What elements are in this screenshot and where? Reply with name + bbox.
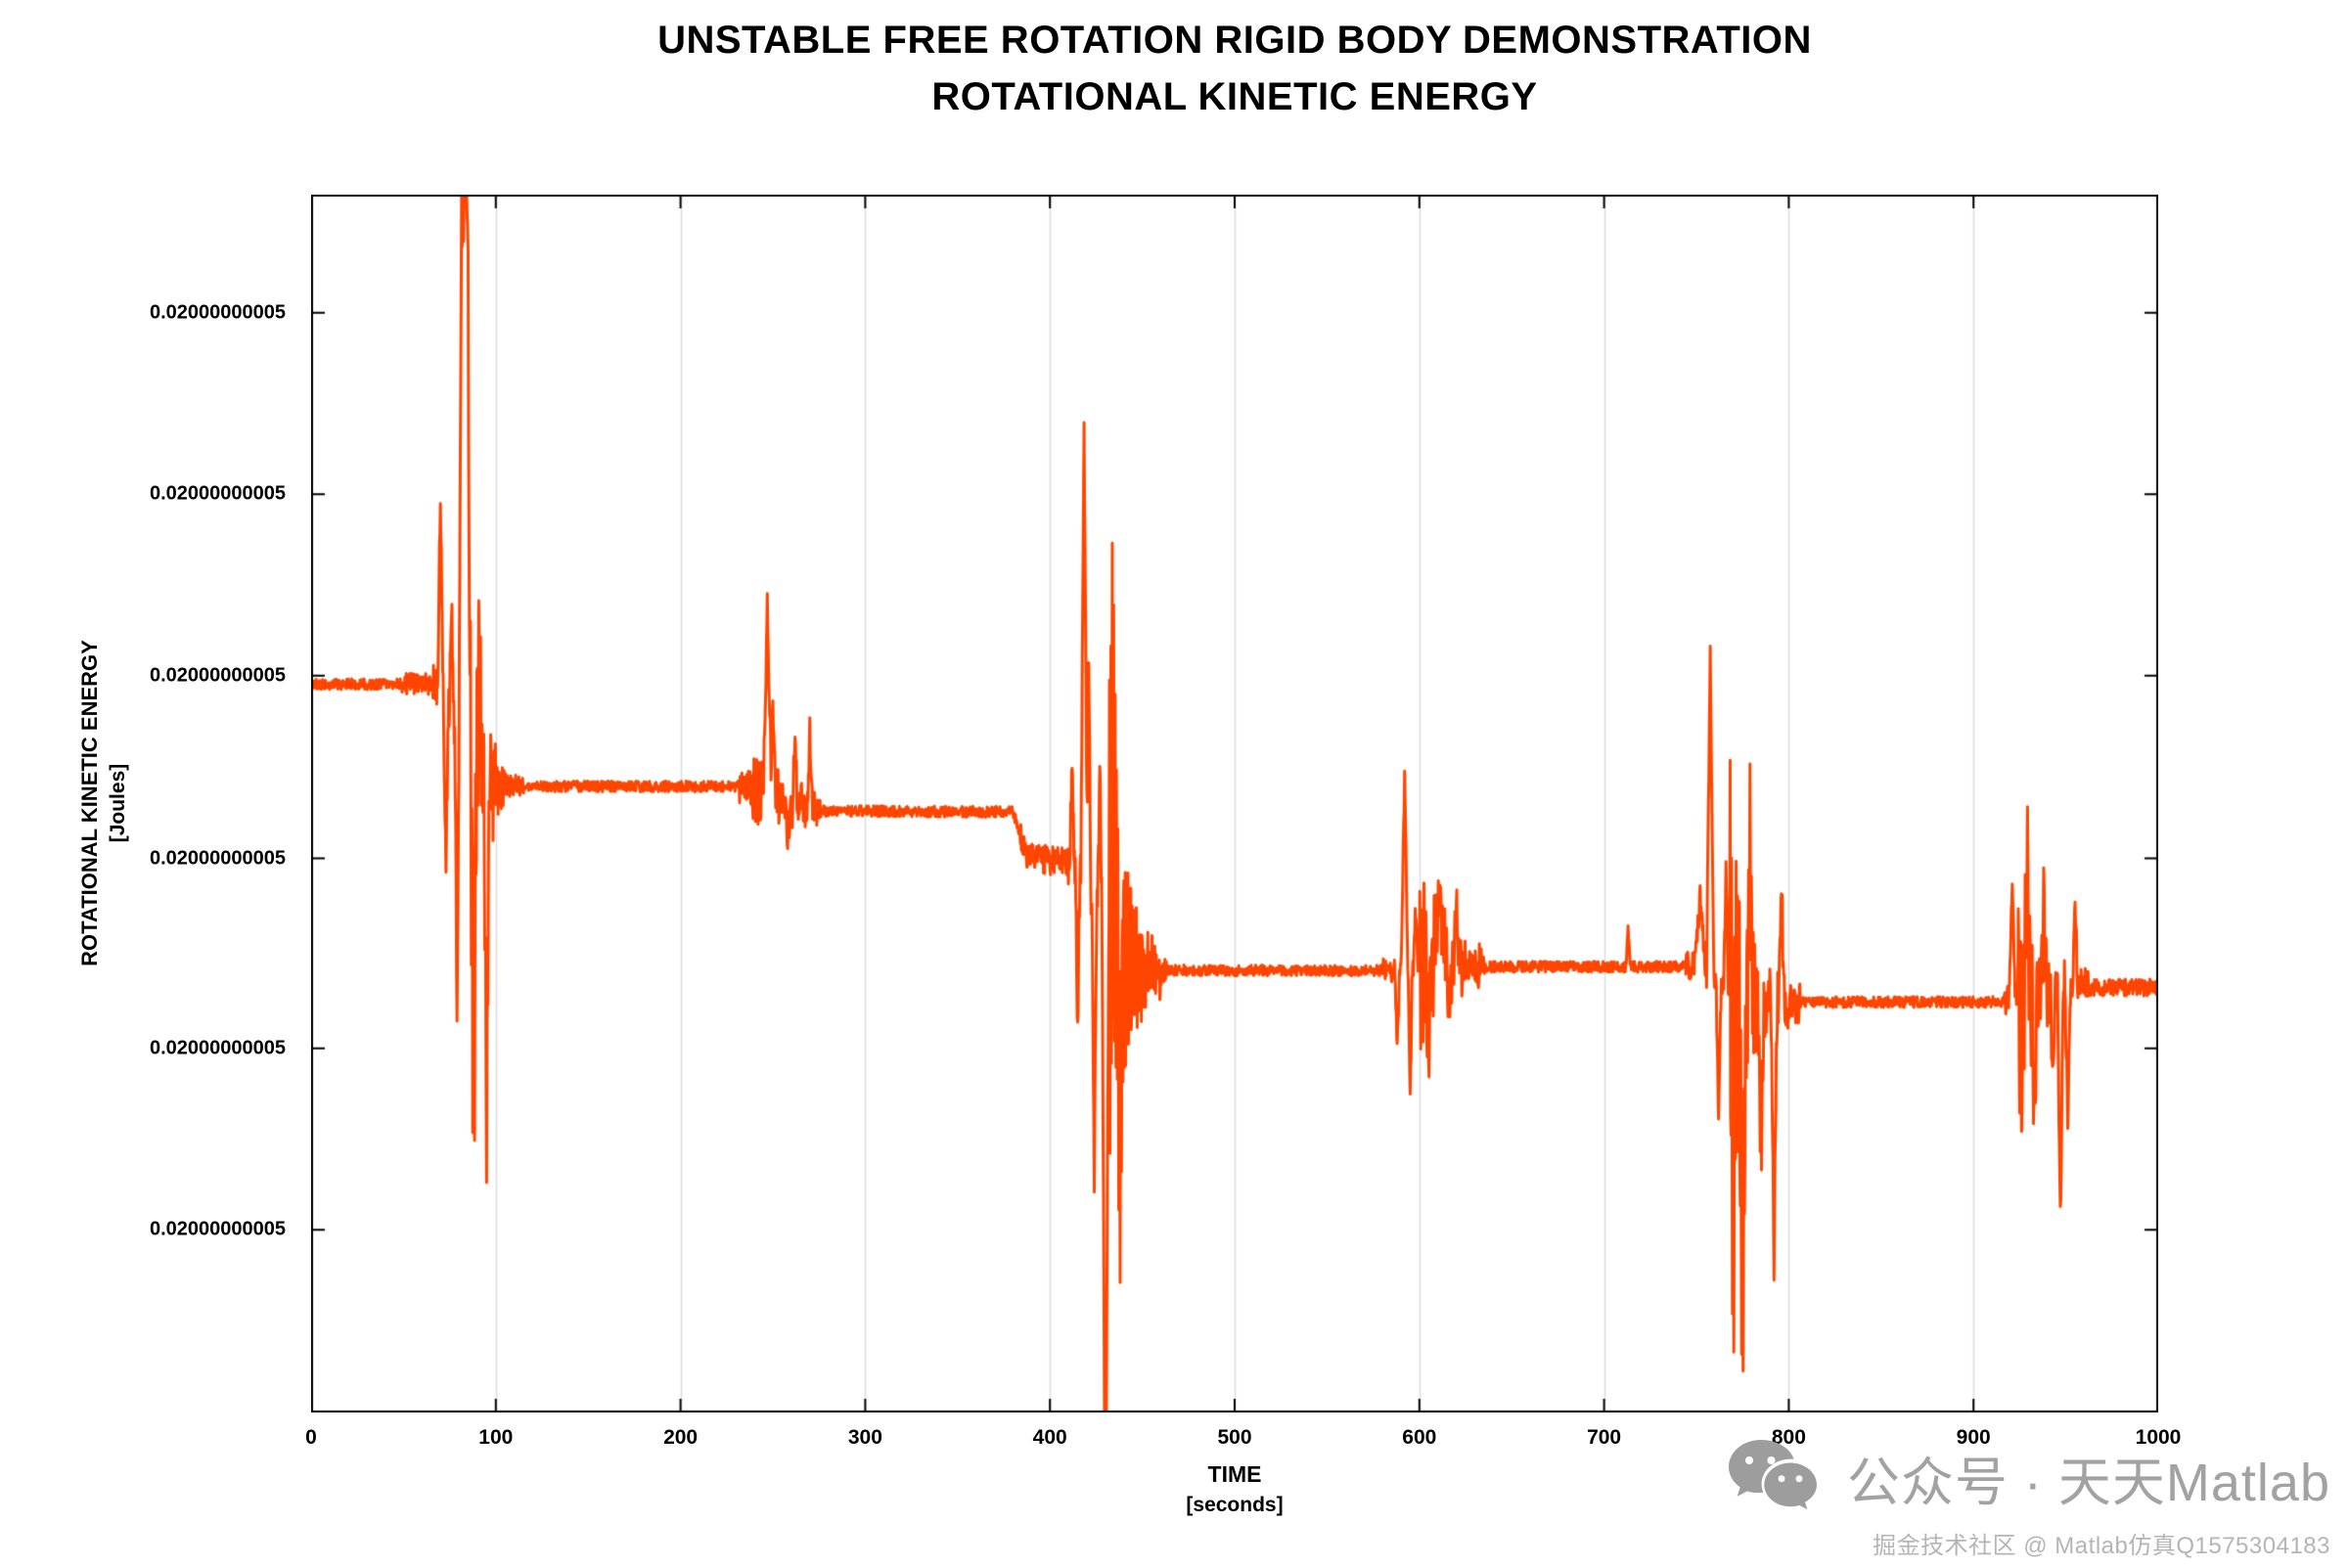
x-tick-label: 800 <box>1771 1426 1806 1449</box>
chart-title-line1: UNSTABLE FREE ROTATION RIGID BODY DEMONS… <box>657 19 1812 62</box>
x-tick-label: 1000 <box>2135 1426 2182 1449</box>
x-tick-label: 0 <box>305 1426 317 1449</box>
x-tick-label: 600 <box>1402 1426 1437 1449</box>
x-axis-label: TIME [seconds] <box>311 1461 2158 1517</box>
x-axis-label-units: [seconds] <box>1186 1494 1284 1516</box>
x-tick-label: 500 <box>1217 1426 1252 1449</box>
watermark-subtext: 掘金技术社区 @ Matlab仿真Q1575304183 <box>1873 1533 2330 1559</box>
x-tick-label: 200 <box>663 1426 699 1449</box>
watermark-text: 公众号 · 天天Matlab <box>1846 1454 2330 1512</box>
x-tick-label: 300 <box>847 1426 882 1449</box>
y-tick-label: 0.02000000005 <box>149 482 286 505</box>
chart-title-line2: ROTATIONAL KINETIC ENERGY <box>931 75 1538 118</box>
x-tick-label: 100 <box>478 1426 514 1449</box>
chart-title: UNSTABLE FREE ROTATION RIGID BODY DEMONS… <box>311 12 2158 125</box>
y-tick-label: 0.02000000005 <box>149 664 286 687</box>
plot-area <box>311 195 2158 1412</box>
y-tick-label: 0.02000000005 <box>149 1037 286 1059</box>
x-tick-label: 400 <box>1032 1426 1067 1449</box>
x-tick-label: 700 <box>1587 1426 1622 1449</box>
watermark: 公众号 · 天天Matlab 掘金技术社区 @ Matlab仿真Q1575304… <box>1726 1437 2330 1560</box>
y-tick-label: 0.02000000005 <box>149 1218 286 1240</box>
y-tick-label: 0.02000000005 <box>149 847 286 870</box>
y-tick-label: 0.02000000005 <box>149 301 286 324</box>
x-axis-label-text: TIME <box>1207 1461 1262 1487</box>
y-tick-labels: 0.02000000005 0.02000000005 0.02000000005 0… <box>0 195 297 1412</box>
plot-canvas <box>311 195 2158 1412</box>
x-tick-label: 900 <box>1956 1426 1991 1449</box>
x-tick-labels: 0 100 200 300 400 500 600 700 800 900 1000 <box>305 1426 2181 1457</box>
wechat-icon <box>1726 1437 1820 1518</box>
